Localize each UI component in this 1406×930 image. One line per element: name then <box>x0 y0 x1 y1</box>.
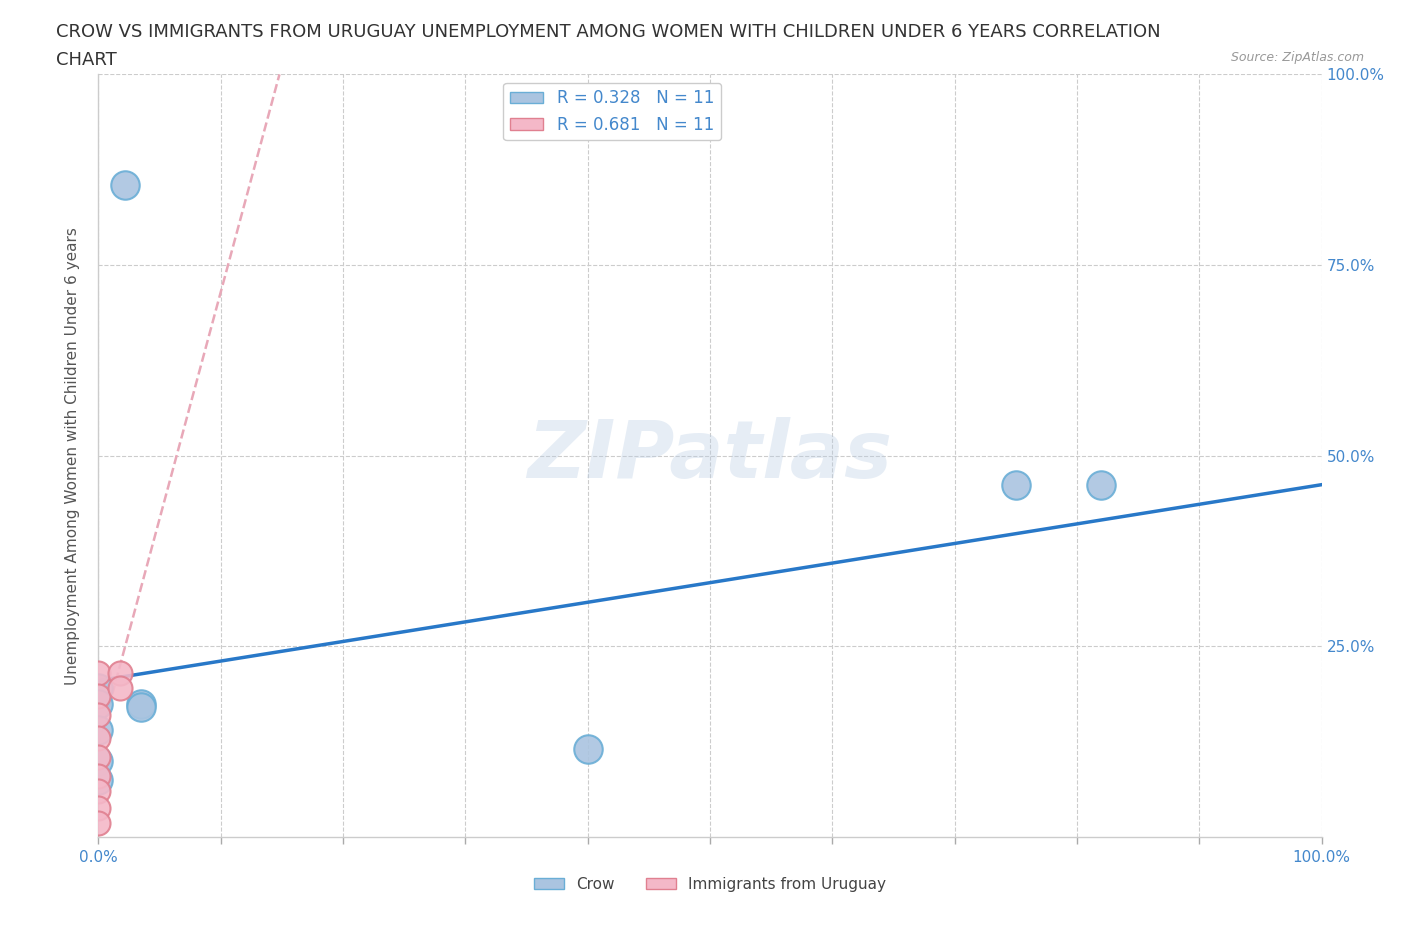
Point <box>129 700 152 715</box>
Point <box>87 696 110 711</box>
Point <box>129 696 152 711</box>
Point <box>87 708 110 723</box>
Legend: Crow, Immigrants from Uruguay: Crow, Immigrants from Uruguay <box>527 870 893 898</box>
Text: ZIPatlas: ZIPatlas <box>527 417 893 495</box>
Text: CROW VS IMMIGRANTS FROM URUGUAY UNEMPLOYMENT AMONG WOMEN WITH CHILDREN UNDER 6 Y: CROW VS IMMIGRANTS FROM URUGUAY UNEMPLOY… <box>56 23 1161 41</box>
Point <box>1004 477 1026 492</box>
Text: Source: ZipAtlas.com: Source: ZipAtlas.com <box>1230 51 1364 64</box>
Point <box>114 178 136 193</box>
Point <box>87 681 110 696</box>
Point <box>110 666 132 681</box>
Point <box>87 816 110 830</box>
Point <box>110 681 132 696</box>
Point <box>87 768 110 783</box>
Point <box>87 784 110 799</box>
Point <box>87 666 110 681</box>
Point <box>87 688 110 703</box>
Point <box>87 772 110 787</box>
Point <box>87 750 110 764</box>
Point <box>1090 477 1112 492</box>
Point <box>576 742 599 757</box>
Text: CHART: CHART <box>56 51 117 69</box>
Point <box>87 723 110 737</box>
Point <box>87 753 110 768</box>
Y-axis label: Unemployment Among Women with Children Under 6 years: Unemployment Among Women with Children U… <box>65 227 80 684</box>
Point <box>87 730 110 745</box>
Point <box>87 801 110 816</box>
